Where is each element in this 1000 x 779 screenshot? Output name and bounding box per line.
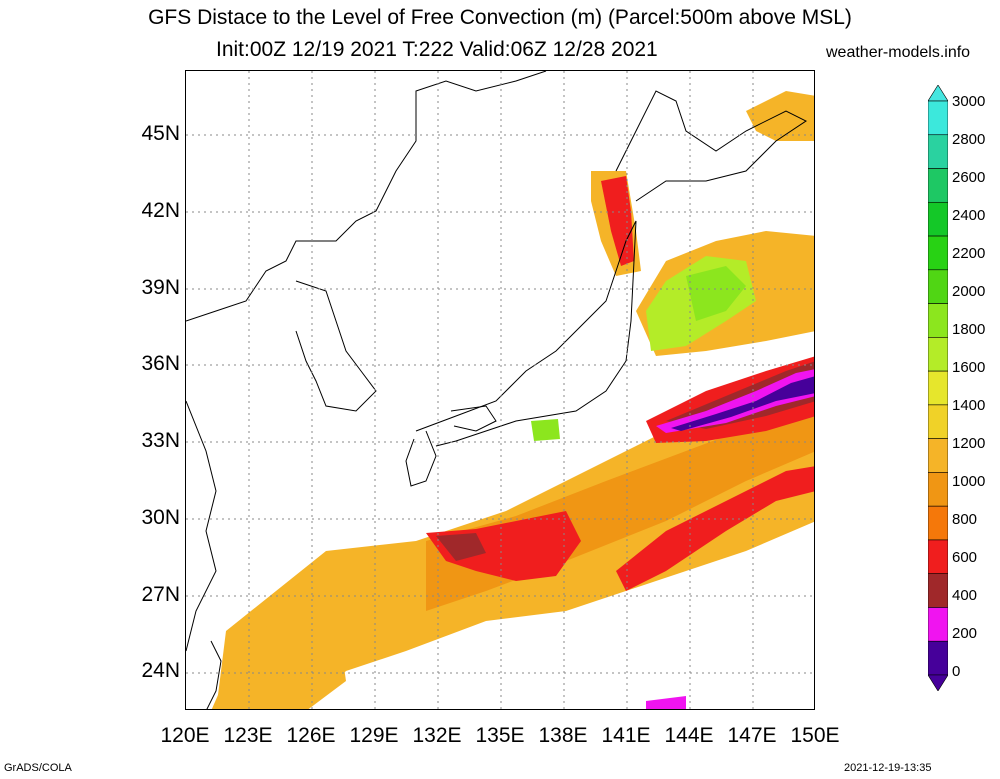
coast-korea bbox=[295, 280, 377, 412]
colorbar-label-200: 200 bbox=[952, 625, 978, 642]
colorbar-block bbox=[928, 370, 948, 406]
colorbar-label-3000: 3000 bbox=[952, 93, 986, 110]
field-layer bbox=[211, 91, 814, 709]
colorbar-block bbox=[928, 472, 948, 507]
lat-label-36n: 36N bbox=[141, 352, 180, 375]
colorbar-block bbox=[928, 134, 948, 169]
colorbar-label-1600: 1600 bbox=[952, 359, 986, 376]
colorbar-label-2600: 2600 bbox=[952, 169, 986, 186]
colorbar-block bbox=[928, 303, 948, 338]
colorbar-blocks bbox=[928, 100, 948, 676]
colorbar-label-400: 400 bbox=[952, 587, 978, 604]
field-far-ne bbox=[746, 91, 814, 141]
colorbar-block bbox=[928, 235, 948, 271]
lat-label-27n: 27N bbox=[141, 583, 180, 606]
footer-timestamp: 2021-12-19-13:35 bbox=[844, 762, 932, 774]
field-small-green bbox=[531, 419, 560, 441]
lon-label-120e: 120E bbox=[160, 724, 210, 747]
colorbar-label-2400: 2400 bbox=[952, 207, 986, 224]
colorbar-block bbox=[928, 201, 948, 237]
lon-label-132e: 132E bbox=[412, 724, 462, 747]
lon-label-141e: 141E bbox=[601, 724, 651, 747]
field-green-core bbox=[686, 266, 746, 321]
colorbar-block bbox=[928, 100, 948, 136]
map-canvas bbox=[186, 71, 814, 709]
coast-taiwan bbox=[206, 640, 222, 709]
coast-hokkaido bbox=[615, 90, 807, 202]
lon-label-138e: 138E bbox=[538, 724, 588, 747]
map-panel bbox=[185, 70, 815, 710]
chart-subtitle: Init:00Z 12/19 2021 T:222 Valid:06Z 12/2… bbox=[216, 38, 658, 61]
lon-label-135e: 135E bbox=[475, 724, 525, 747]
colorbar-label-1000: 1000 bbox=[952, 473, 986, 490]
field-brown-core bbox=[436, 533, 486, 561]
lat-label-33n: 33N bbox=[141, 429, 180, 452]
colorbar-top-arrow bbox=[928, 85, 948, 102]
lon-label-147e: 147E bbox=[727, 724, 777, 747]
lon-label-150e: 150E bbox=[790, 724, 840, 747]
lon-label-123e: 123E bbox=[223, 724, 273, 747]
coast-shikoku bbox=[450, 405, 497, 432]
colorbar-block bbox=[928, 539, 948, 575]
colorbar-block bbox=[928, 269, 948, 304]
lon-label-144e: 144E bbox=[664, 724, 714, 747]
coast-mainland bbox=[186, 71, 547, 322]
colorbar-label-0: 0 bbox=[952, 663, 961, 680]
field-red-streak bbox=[616, 466, 814, 591]
lat-label-24n: 24N bbox=[141, 659, 180, 682]
graticule bbox=[186, 71, 814, 709]
coast-china-east bbox=[186, 400, 217, 652]
coast-honshu bbox=[415, 220, 637, 447]
footer-software: GrADS/COLA bbox=[4, 762, 72, 774]
colorbar-label-2000: 2000 bbox=[952, 283, 986, 300]
colorbar-block bbox=[928, 168, 948, 203]
colorbar-label-2200: 2200 bbox=[952, 245, 986, 262]
lat-label-30n: 30N bbox=[141, 506, 180, 529]
colorbar-block bbox=[928, 640, 948, 676]
colorbar-bottom-arrow bbox=[928, 674, 948, 691]
colorbar-block bbox=[928, 404, 948, 439]
colorbar-label-2800: 2800 bbox=[952, 131, 986, 148]
field-tohoku-red bbox=[601, 176, 634, 266]
colorbar-label-1200: 1200 bbox=[952, 435, 986, 452]
field-south-magenta bbox=[646, 696, 686, 709]
lat-label-39n: 39N bbox=[141, 276, 180, 299]
colorbar-label-1400: 1400 bbox=[952, 397, 986, 414]
colorbar-label-600: 600 bbox=[952, 549, 978, 566]
lat-label-45n: 45N bbox=[141, 122, 180, 145]
colorbar-block bbox=[928, 337, 948, 372]
colorbar-block bbox=[928, 438, 948, 473]
field-magenta-east bbox=[656, 369, 814, 433]
colorbar-label-800: 800 bbox=[952, 511, 978, 528]
colorbar bbox=[928, 85, 948, 691]
coastlines bbox=[186, 71, 807, 709]
colorbar-block bbox=[928, 505, 948, 541]
colorbar-block bbox=[928, 607, 948, 642]
colorbar-block bbox=[928, 573, 948, 608]
lon-label-129e: 129E bbox=[349, 724, 399, 747]
lat-label-42n: 42N bbox=[141, 199, 180, 222]
site-credit: weather-models.info bbox=[826, 44, 971, 61]
colorbar-label-1800: 1800 bbox=[952, 321, 986, 338]
chart-title: GFS Distace to the Level of Free Convect… bbox=[148, 6, 852, 29]
lon-label-126e: 126E bbox=[286, 724, 336, 747]
field-purple-east bbox=[671, 376, 814, 431]
coast-kyushu bbox=[405, 430, 437, 487]
field-red-core bbox=[426, 511, 581, 581]
